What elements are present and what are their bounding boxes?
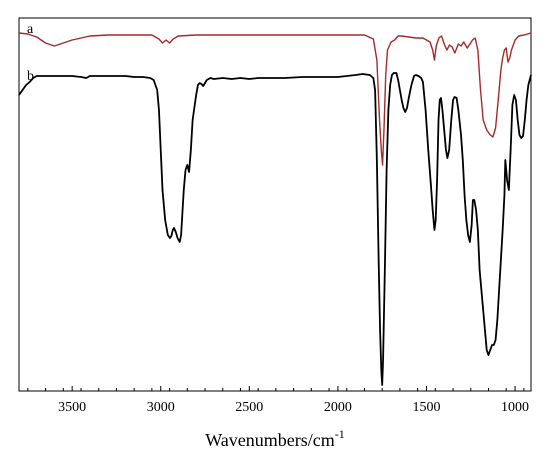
x-tick-label-2500: 2500 bbox=[235, 400, 263, 415]
x-axis-title-superscript: -1 bbox=[335, 427, 345, 441]
series-a-line bbox=[18, 32, 532, 166]
x-tick-label-3000: 3000 bbox=[147, 400, 175, 415]
x-tick-label-2000: 2000 bbox=[324, 400, 352, 415]
x-axis-title-main: Wavenumbers/cm bbox=[205, 430, 335, 450]
x-axis-title: Wavenumbers/cm-1 bbox=[205, 427, 345, 450]
series-b-line bbox=[18, 72, 532, 386]
x-tick-label-1000: 1000 bbox=[501, 400, 529, 415]
series-b-tag: b bbox=[27, 69, 34, 84]
x-axis-ticks bbox=[27, 386, 525, 391]
plot-frame bbox=[18, 17, 532, 392]
x-tick-label-3500: 3500 bbox=[58, 400, 86, 415]
x-tick-label-1500: 1500 bbox=[412, 400, 440, 415]
series-a-tag: a bbox=[27, 22, 34, 37]
x-axis-tick-labels: 3500 3000 2500 2000 1500 1000 bbox=[58, 400, 529, 415]
series-tags: ab bbox=[27, 22, 34, 84]
series-layer bbox=[18, 32, 532, 386]
